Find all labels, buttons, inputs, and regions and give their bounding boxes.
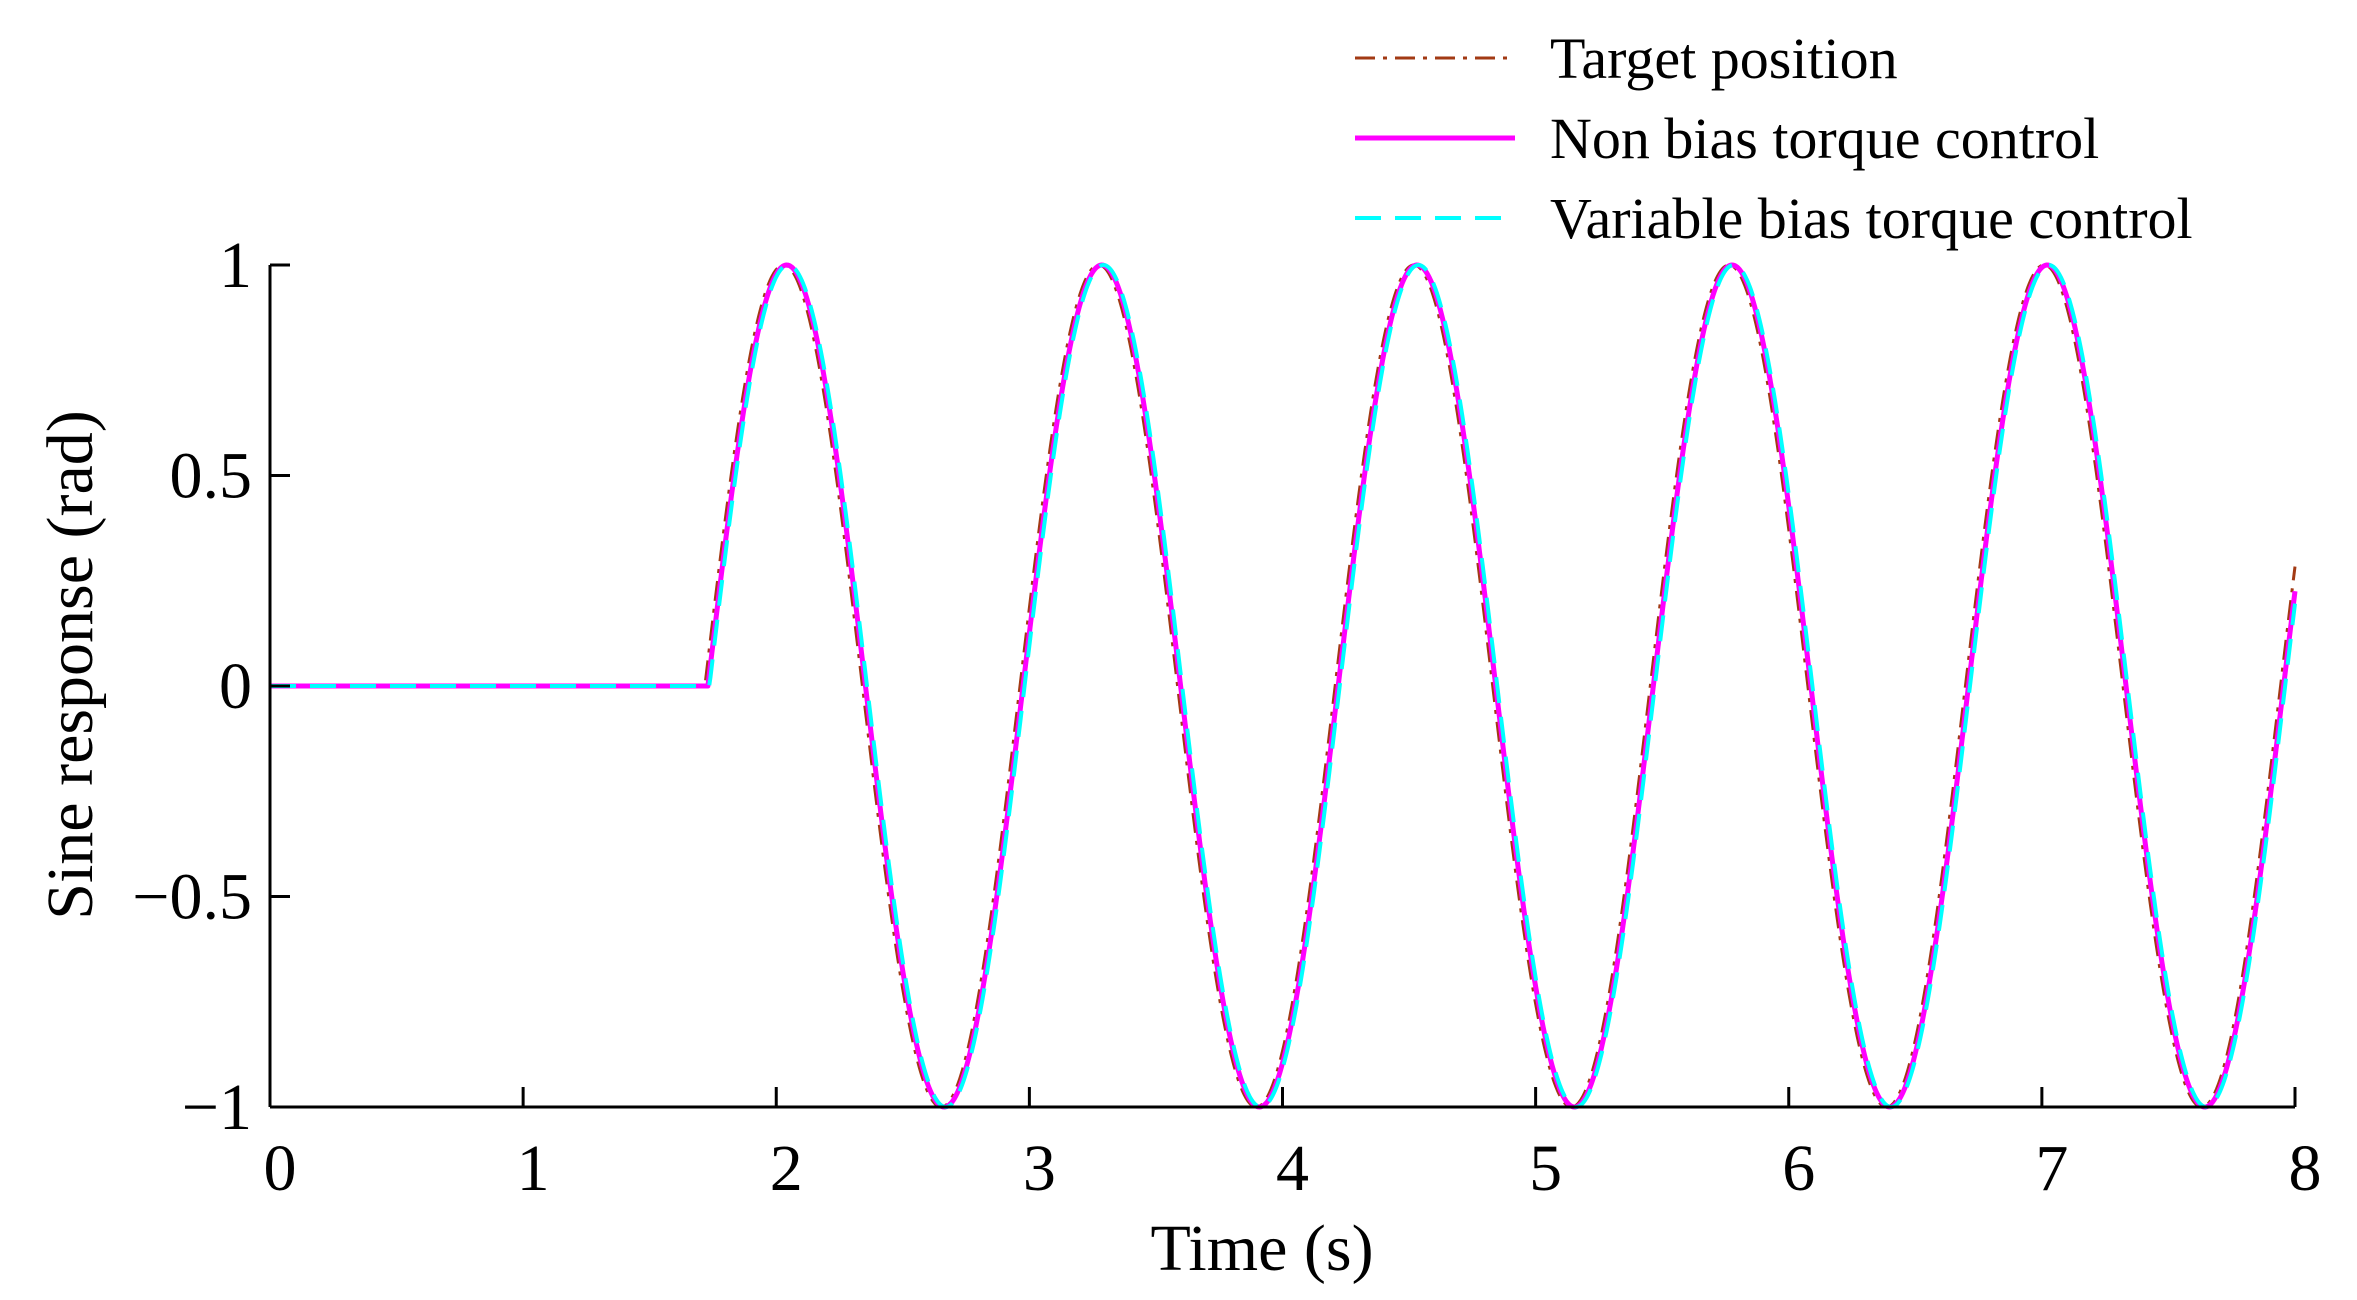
x-tick-label: 5 bbox=[1529, 1132, 1562, 1205]
x-tick-label: 6 bbox=[1782, 1132, 1815, 1205]
y-tick-label: 0.5 bbox=[170, 440, 253, 513]
legend-entry: Variable bias torque control bbox=[1550, 186, 2193, 251]
legend-entry: Target position bbox=[1550, 26, 1898, 91]
x-tick-label: 3 bbox=[1023, 1132, 1056, 1205]
series-line bbox=[269, 263, 2297, 1109]
x-ticks: 0 1 2 3 4 5 6 7 8 bbox=[264, 1087, 2322, 1205]
x-axis-label: Time (s) bbox=[1150, 1212, 1373, 1285]
x-tick-label: 2 bbox=[770, 1132, 803, 1205]
x-tick-label: 7 bbox=[2035, 1132, 2068, 1205]
y-ticks: 1 0.5 0 −0.5 −1 bbox=[132, 229, 290, 1144]
plot-lines bbox=[268, 262, 2298, 1110]
x-tick-label: 1 bbox=[517, 1132, 550, 1205]
x-tick-label: 4 bbox=[1276, 1132, 1309, 1205]
legend: Target position Non bias torque control Va… bbox=[1355, 26, 2193, 251]
x-tick-label: 8 bbox=[2289, 1132, 2322, 1205]
y-axis-label: Sine response (rad) bbox=[34, 410, 107, 920]
y-tick-label: 1 bbox=[219, 229, 252, 302]
y-tick-label: −0.5 bbox=[132, 861, 252, 934]
x-tick-label: 0 bbox=[264, 1132, 297, 1205]
y-tick-label: −1 bbox=[182, 1071, 252, 1144]
y-tick-label: 0 bbox=[219, 650, 252, 723]
legend-entry: Non bias torque control bbox=[1550, 106, 2099, 171]
